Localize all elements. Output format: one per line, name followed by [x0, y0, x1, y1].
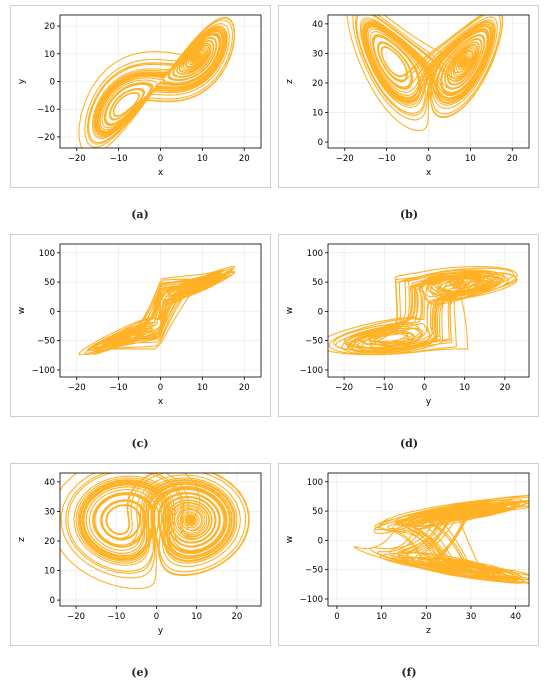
y-tick-label: 40 [312, 20, 323, 30]
y-tick-label: 30 [44, 507, 55, 517]
x-axis-label: x [426, 168, 432, 178]
y-axis-label: w [285, 536, 295, 543]
y-tick-label: 0 [50, 596, 55, 606]
y-tick-label: 0 [318, 138, 323, 148]
x-tick-label: −20 [335, 383, 353, 393]
plot-frame [59, 472, 262, 607]
plot-frame [327, 243, 530, 378]
chart-e: −20 −10 0 10 20 0 10 20 30 40 y z [17, 472, 262, 636]
x-tick-label: 10 [459, 383, 470, 393]
x-tick-label: 20 [499, 383, 510, 393]
panel-frame-b [278, 5, 539, 188]
plot-frame [327, 472, 530, 607]
y-axis-label: z [17, 537, 27, 542]
y-tick-label: 0 [50, 78, 55, 88]
y-tick-label: 0 [318, 536, 323, 546]
caption-a: (a) [131, 208, 149, 221]
y-tick-label: 50 [312, 278, 323, 288]
series-line [346, 15, 504, 132]
x-tick-label: 20 [231, 612, 242, 622]
y-tick-label: 20 [44, 22, 55, 32]
x-tick-label: −10 [107, 612, 125, 622]
y-tick-label: 0 [50, 307, 55, 317]
x-tick-label: −10 [110, 383, 128, 393]
x-tick-label: −20 [68, 154, 86, 164]
x-tick-label: 30 [466, 612, 477, 622]
x-tick-label: 10 [197, 383, 208, 393]
x-tick-label: 0 [422, 383, 427, 393]
y-tick-label: −50 [37, 337, 55, 347]
x-tick-label: 10 [197, 154, 208, 164]
series-line [353, 495, 529, 584]
y-tick-label: 50 [312, 507, 323, 517]
x-axis-label: y [158, 626, 164, 636]
y-tick-label: −50 [305, 337, 323, 347]
x-axis-label: y [426, 397, 432, 407]
x-tick-label: 20 [239, 154, 250, 164]
y-tick-label: −100 [32, 366, 55, 376]
x-tick-label: −20 [67, 612, 85, 622]
y-tick-label: 20 [44, 537, 55, 547]
y-tick-label: 10 [44, 567, 55, 577]
y-tick-label: 0 [318, 307, 323, 317]
series-line [60, 473, 250, 590]
y-axis-label: w [17, 307, 27, 314]
series-line [78, 265, 236, 356]
y-tick-label: −100 [300, 595, 323, 605]
caption-c: (c) [131, 437, 149, 450]
x-tick-label: 0 [158, 383, 163, 393]
chart-a: −20 −10 0 10 20 −20 −10 0 10 20 x y [17, 14, 262, 178]
y-tick-label: 30 [312, 49, 323, 59]
y-tick-label: 100 [307, 249, 323, 259]
x-axis-label: x [158, 168, 164, 178]
y-tick-label: 10 [44, 50, 55, 60]
y-tick-label: −10 [37, 105, 55, 115]
x-tick-label: −10 [110, 154, 128, 164]
y-tick-label: 100 [307, 478, 323, 488]
caption-f: (f) [401, 666, 417, 679]
y-tick-label: 10 [312, 109, 323, 119]
y-tick-label: 40 [44, 478, 55, 488]
x-tick-label: 20 [421, 612, 432, 622]
x-tick-label: −20 [68, 383, 86, 393]
x-tick-label: 0 [334, 612, 339, 622]
y-axis-label: z [285, 79, 295, 84]
series-line [78, 16, 236, 148]
x-tick-label: 10 [465, 154, 476, 164]
x-tick-label: 20 [507, 154, 518, 164]
y-tick-label: −20 [37, 133, 55, 143]
x-tick-label: 20 [239, 383, 250, 393]
y-tick-label: 20 [312, 79, 323, 89]
chart-b: −20 −10 0 10 20 0 10 20 30 40 x z [285, 14, 530, 178]
caption-e: (e) [131, 666, 149, 679]
y-tick-label: 100 [39, 249, 55, 259]
caption-b: (b) [399, 208, 419, 221]
x-tick-label: −10 [378, 154, 396, 164]
x-tick-label: 0 [154, 612, 159, 622]
caption-d: (d) [399, 437, 419, 450]
y-axis-label: y [17, 78, 27, 84]
chart-f: 0 10 20 30 40 −100 −50 0 50 100 z w [285, 472, 530, 636]
y-tick-label: 50 [44, 278, 55, 288]
x-tick-label: 10 [191, 612, 202, 622]
y-axis-label: w [285, 307, 295, 314]
x-tick-label: 0 [158, 154, 163, 164]
x-tick-label: 0 [426, 154, 431, 164]
y-tick-label: −100 [300, 366, 323, 376]
x-tick-label: −20 [336, 154, 354, 164]
x-axis-label: z [426, 626, 431, 636]
x-tick-label: 40 [510, 612, 521, 622]
x-tick-label: −10 [375, 383, 393, 393]
y-tick-label: −50 [305, 566, 323, 576]
x-tick-label: 10 [376, 612, 387, 622]
series-line [328, 265, 518, 356]
x-axis-label: x [158, 397, 164, 407]
